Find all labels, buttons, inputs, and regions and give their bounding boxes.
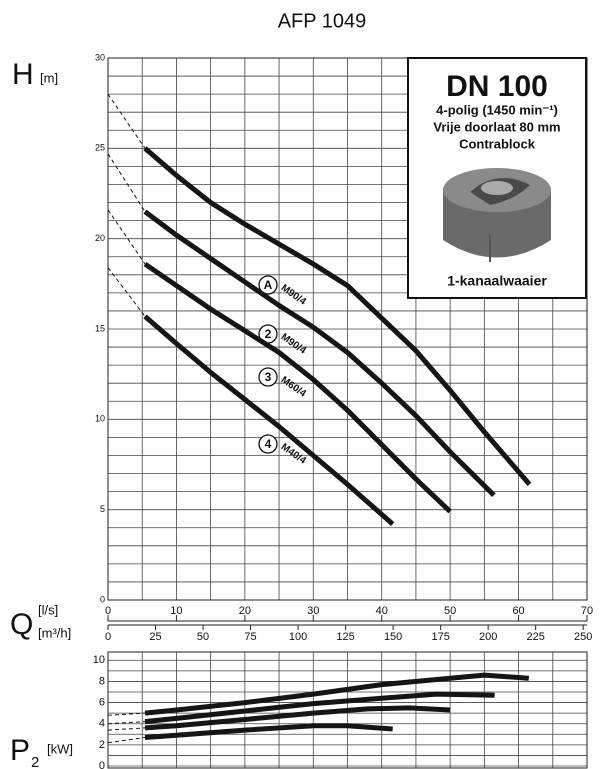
x2-tick-label: 250 bbox=[574, 631, 592, 643]
x2-tick-label: 225 bbox=[526, 631, 544, 643]
x-tick-label: 70 bbox=[581, 605, 593, 617]
inset-line: Contrablock bbox=[459, 136, 536, 151]
curve-name: 2 bbox=[265, 327, 272, 341]
inset-caption: 1-kanaalwaaier bbox=[447, 273, 547, 289]
y-axis-unit: [kW] bbox=[47, 741, 73, 756]
y-tick-label: 0 bbox=[99, 760, 105, 769]
curve-extension bbox=[107, 721, 146, 725]
curve-extension bbox=[107, 93, 146, 149]
x-tick-label: 20 bbox=[239, 605, 251, 617]
curve-name: A bbox=[264, 278, 273, 292]
plot-frame bbox=[107, 651, 588, 769]
y-axis-label: H bbox=[12, 58, 34, 91]
curve-extension bbox=[107, 267, 146, 317]
inset-line: 4-polig (1450 min⁻¹) bbox=[436, 102, 558, 117]
curve bbox=[144, 705, 451, 731]
x2-tick-label: 150 bbox=[384, 631, 402, 643]
y-tick-label: 0 bbox=[100, 594, 105, 604]
x2-tick-label: 25 bbox=[149, 631, 161, 643]
x-tick-label: 60 bbox=[512, 605, 524, 617]
x2-tick-label: 175 bbox=[431, 631, 449, 643]
x2-tick-label: 100 bbox=[289, 631, 307, 643]
y-tick-label: 8 bbox=[99, 675, 105, 687]
curve-name: 3 bbox=[265, 370, 272, 384]
x-tick-label: 30 bbox=[307, 605, 319, 617]
curve bbox=[143, 314, 395, 526]
curve bbox=[143, 261, 452, 514]
y-tick-label: 5 bbox=[100, 504, 105, 514]
curve-extension bbox=[107, 153, 146, 212]
x2-tick-label: 50 bbox=[197, 631, 209, 643]
y-axis-subscript: 2 bbox=[31, 754, 39, 769]
y-tick-label: 4 bbox=[99, 718, 105, 730]
curve bbox=[144, 672, 529, 716]
x2-tick-label: 125 bbox=[336, 631, 354, 643]
x2-tick-label: 0 bbox=[105, 631, 111, 643]
y-tick-label: 20 bbox=[95, 233, 105, 243]
chart-title: AFP 1049 bbox=[278, 10, 367, 32]
curve-extension bbox=[107, 209, 146, 265]
x-axis-label: Q bbox=[10, 608, 33, 641]
x-tick-label: 0 bbox=[105, 605, 111, 617]
y-tick-label: 2 bbox=[99, 739, 105, 751]
curve-marker bbox=[258, 275, 278, 295]
curve bbox=[143, 209, 496, 497]
x-tick-label: 40 bbox=[376, 605, 388, 617]
curve bbox=[144, 723, 393, 740]
curve-marker bbox=[258, 434, 278, 454]
x2-axis-unit: [m³/h] bbox=[38, 625, 71, 640]
curve-extension bbox=[107, 712, 146, 716]
x2-tick-label: 75 bbox=[244, 631, 256, 643]
curve-name: 4 bbox=[265, 437, 272, 451]
plot-frame bbox=[107, 57, 588, 601]
inset-title: DN 100 bbox=[446, 70, 548, 103]
y-tick-label: 15 bbox=[95, 323, 105, 333]
inset: DN 100 4-polig (1450 min⁻¹) Vrije doorla… bbox=[407, 57, 587, 299]
curve bbox=[143, 146, 532, 487]
curve-extension bbox=[107, 727, 146, 731]
y-tick-label: 10 bbox=[93, 654, 105, 666]
inset-line: Vrije doorlaat 80 mm bbox=[433, 119, 560, 134]
y-tick-label: 6 bbox=[99, 696, 105, 708]
curve bbox=[144, 691, 495, 725]
x-axis-unit: [l/s] bbox=[38, 602, 58, 617]
y-axis-unit: [m] bbox=[40, 70, 58, 85]
x-tick-label: 10 bbox=[170, 605, 182, 617]
y-tick-label: 10 bbox=[95, 414, 105, 424]
curve-marker bbox=[258, 367, 278, 387]
y-axis-label: P bbox=[10, 734, 30, 767]
x2-tick-label: 200 bbox=[479, 631, 497, 643]
x-tick-label: 50 bbox=[444, 605, 456, 617]
y-tick-label: 30 bbox=[95, 52, 105, 62]
y-tick-label: 25 bbox=[95, 143, 105, 153]
curve-extension bbox=[107, 737, 146, 744]
impeller-image bbox=[443, 168, 551, 262]
